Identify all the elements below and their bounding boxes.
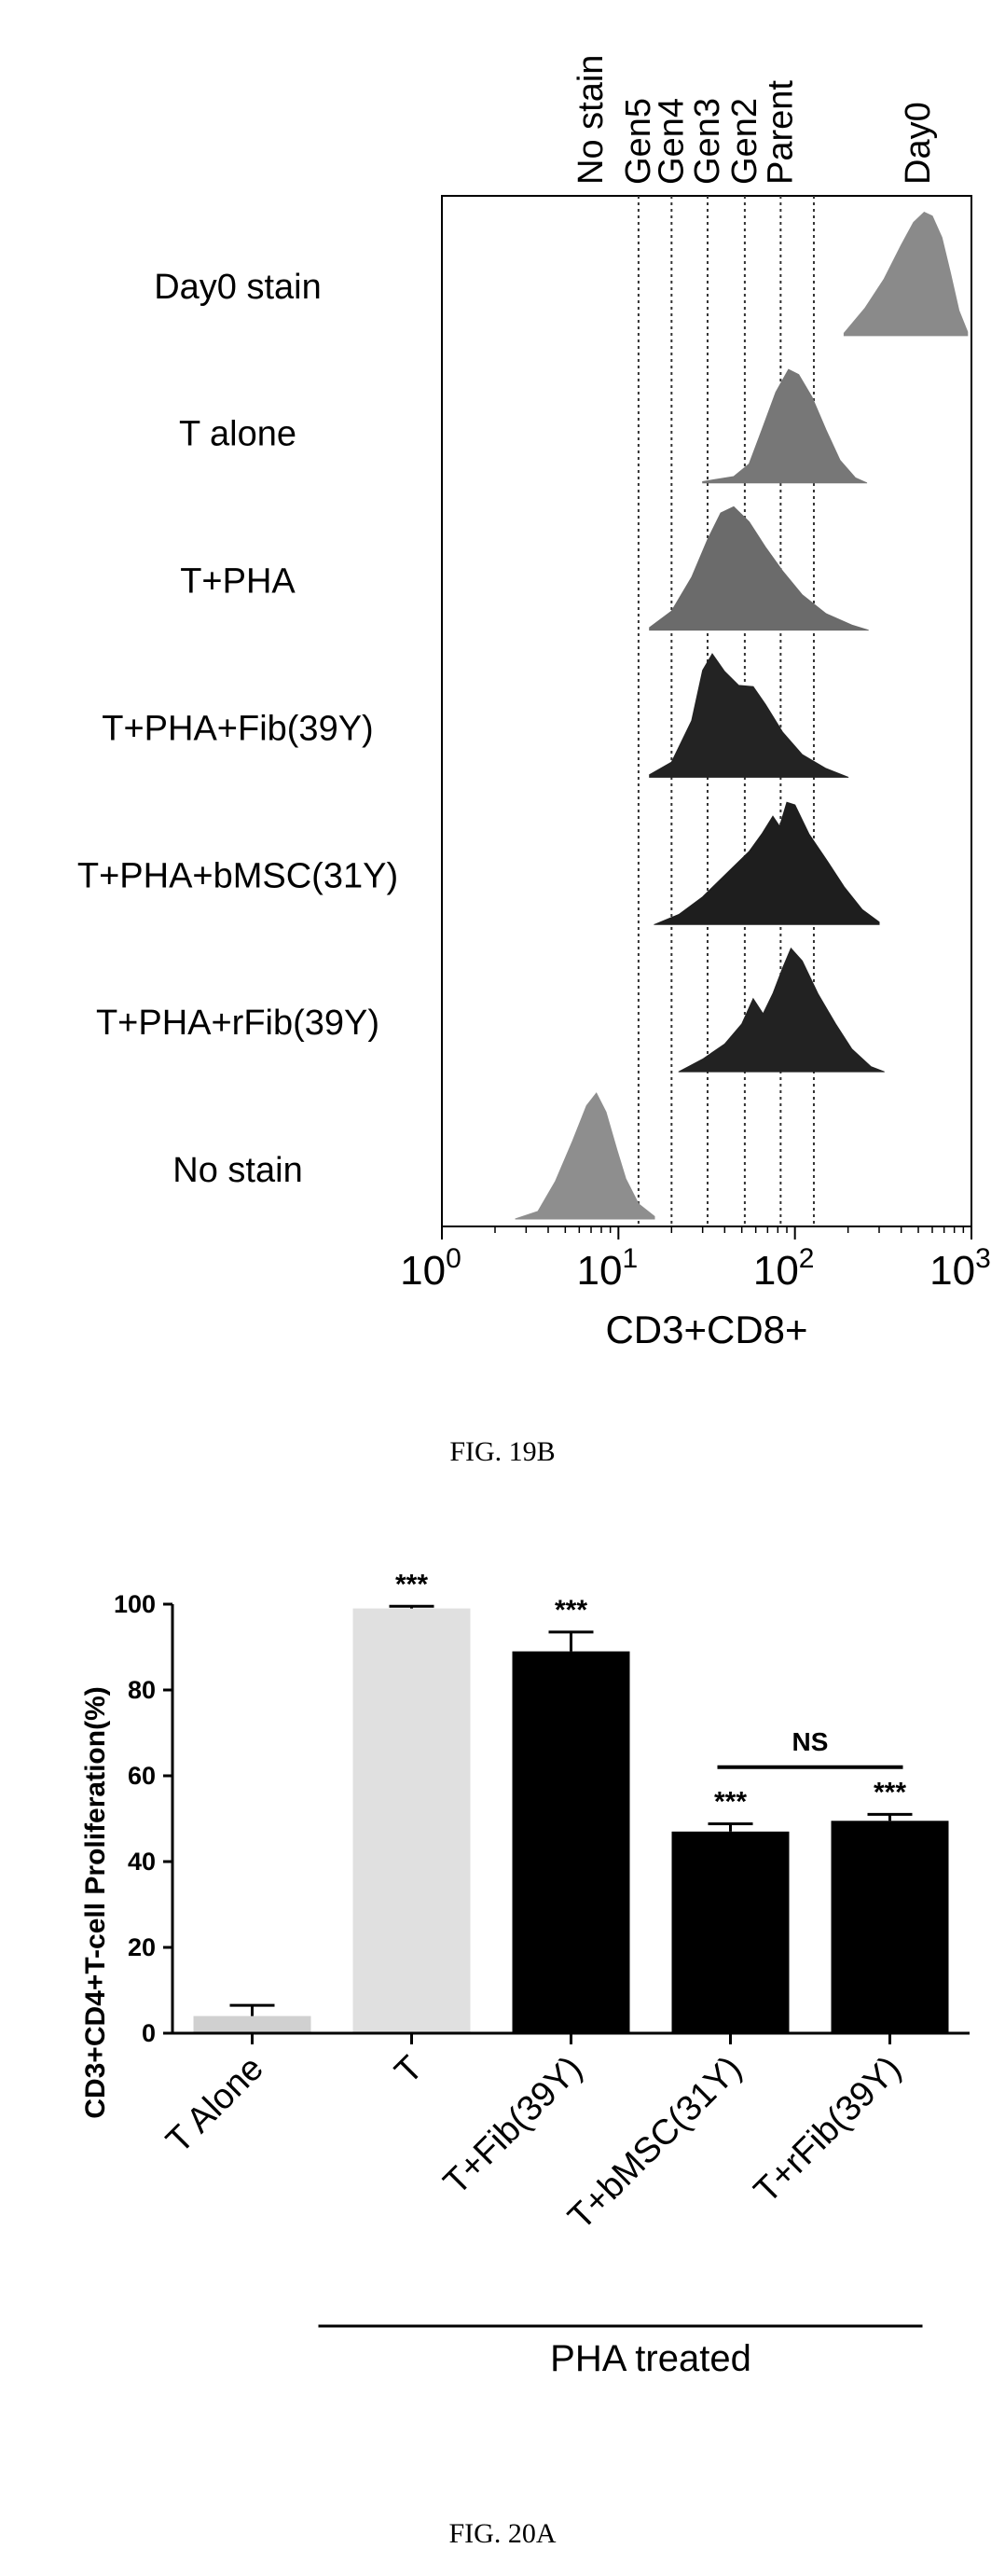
y-tick-label: 0 <box>142 2019 156 2047</box>
histogram-trace <box>515 1092 655 1220</box>
x-axis: 100 101 102 103 <box>400 1226 991 1294</box>
category-label: T Alone <box>159 2049 271 2161</box>
x-axis: T Alone T T+Fib(39Y)T+bMSC(31Y)T+rFib(39Y) <box>159 2031 970 2237</box>
y-tick-label: 20 <box>128 1933 156 1961</box>
x-tick-label: 100 <box>400 1243 461 1294</box>
annotations: NS PHA treated <box>318 1727 923 2379</box>
histogram-trace <box>649 653 849 778</box>
sample-label: T+PHA+rFib(39Y) <box>96 1004 379 1043</box>
y-tick-label: 40 <box>128 1848 156 1876</box>
category-label: T+rFib(39Y) <box>747 2049 909 2211</box>
y-tick-label: 100 <box>114 1590 156 1618</box>
y-tick-label: 60 <box>128 1762 156 1790</box>
group-label: PHA treated <box>550 2338 751 2379</box>
y-axis-label: CD3+CD4+T-cell Proliferation(%) <box>80 1686 111 2118</box>
gate-label: No stain <box>571 55 611 185</box>
bar <box>512 1651 630 2033</box>
sample-label: Day0 stain <box>154 268 322 307</box>
histogram-trace <box>654 801 880 926</box>
histogram-trace <box>702 368 868 484</box>
figure-caption-20a: FIG. 20A <box>448 2518 557 2549</box>
sample-labels: Day0 stain T alone T+PHA T+PHA+Fib(39Y) T+PH… <box>77 268 398 1190</box>
sample-label: No stain <box>172 1151 302 1190</box>
x-tick-label: 101 <box>577 1243 639 1294</box>
category-label: T <box>388 2049 431 2092</box>
gate-lines <box>637 196 815 1226</box>
bars: *** *** *** *** <box>193 1569 949 2033</box>
bar <box>352 1608 471 2033</box>
histogram-trace <box>843 212 969 337</box>
figure-caption-19b: FIG. 19B <box>449 1436 556 1467</box>
gate-label: Parent <box>761 80 800 185</box>
category-label: T+Fib(39Y) <box>436 2049 590 2203</box>
gate-label: Gen4 <box>652 98 691 185</box>
x-axis-label: CD3+CD8+ <box>605 1308 807 1351</box>
significance-marker: *** <box>714 1787 747 1818</box>
histogram-figure: Day0 stain T alone T+PHA T+PHA+Fib(39Y) T+PH… <box>77 55 991 1351</box>
bar <box>671 1831 790 2033</box>
significance-marker: *** <box>395 1569 428 1600</box>
gate-label: Day0 <box>899 102 938 185</box>
x-tick-label: 102 <box>753 1243 815 1294</box>
sample-label: T+PHA+Fib(39Y) <box>102 709 373 748</box>
y-axis: 0 20 40 60 80 100 <box>114 1590 174 2047</box>
bar <box>831 1821 949 2033</box>
gate-label: Gen3 <box>688 98 727 185</box>
sample-label: T+PHA <box>180 562 296 602</box>
ns-label: NS <box>792 1727 829 1756</box>
gate-label: Gen5 <box>619 98 658 185</box>
bar <box>193 2015 311 2033</box>
histogram-trace <box>649 506 869 631</box>
significance-marker: *** <box>555 1595 587 1626</box>
bar-chart-figure: CD3+CD4+T-cell Proliferation(%) 0 20 40 60 8… <box>80 1569 970 2379</box>
significance-marker: *** <box>874 1777 906 1807</box>
sample-label: T+PHA+bMSC(31Y) <box>77 856 398 895</box>
sample-label: T alone <box>179 415 296 454</box>
histogram-trace <box>678 947 885 1073</box>
y-tick-label: 80 <box>128 1676 156 1704</box>
gate-label: Gen2 <box>725 98 764 185</box>
x-tick-label: 103 <box>929 1243 991 1294</box>
histogram-traces <box>515 212 969 1220</box>
